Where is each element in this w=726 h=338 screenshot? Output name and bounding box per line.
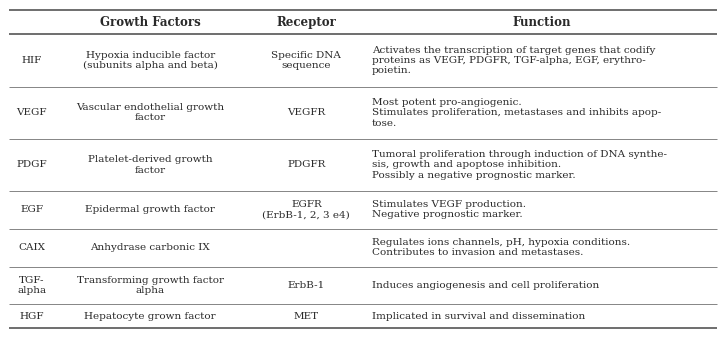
- Text: Anhydrase carbonic IX: Anhydrase carbonic IX: [91, 243, 210, 252]
- Text: Growth Factors: Growth Factors: [100, 16, 200, 29]
- Text: Vascular endothelial growth
factor: Vascular endothelial growth factor: [76, 103, 224, 122]
- Text: Induces angiogenesis and cell proliferation: Induces angiogenesis and cell proliferat…: [372, 281, 599, 290]
- Text: Activates the transcription of target genes that codify
proteins as VEGF, PDGFR,: Activates the transcription of target ge…: [372, 46, 655, 75]
- Text: Specific DNA
sequence: Specific DNA sequence: [272, 51, 341, 70]
- Text: EGFR
(ErbB-1, 2, 3 e4): EGFR (ErbB-1, 2, 3 e4): [263, 200, 350, 219]
- Text: Tumoral proliferation through induction of DNA synthe-
sis, growth and apoptose : Tumoral proliferation through induction …: [372, 150, 666, 180]
- Text: ErbB-1: ErbB-1: [287, 281, 325, 290]
- Text: HIF: HIF: [22, 56, 41, 65]
- Text: Hypoxia inducible factor
(subunits alpha and beta): Hypoxia inducible factor (subunits alpha…: [83, 51, 218, 70]
- Text: Implicated in survival and dissemination: Implicated in survival and dissemination: [372, 312, 585, 321]
- Text: TGF-
alpha: TGF- alpha: [17, 276, 46, 295]
- Text: CAIX: CAIX: [18, 243, 45, 252]
- Text: Stimulates VEGF production.
Negative prognostic marker.: Stimulates VEGF production. Negative pro…: [372, 200, 526, 219]
- Text: Platelet-derived growth
factor: Platelet-derived growth factor: [88, 155, 213, 174]
- Text: Regulates ions channels, pH, hypoxia conditions.
Contributes to invasion and met: Regulates ions channels, pH, hypoxia con…: [372, 238, 630, 257]
- Text: PDGF: PDGF: [16, 160, 47, 169]
- Text: Receptor: Receptor: [277, 16, 336, 29]
- Text: Function: Function: [512, 16, 571, 29]
- Text: EGF: EGF: [20, 205, 43, 214]
- Text: Transforming growth factor
alpha: Transforming growth factor alpha: [77, 276, 224, 295]
- Text: Epidermal growth factor: Epidermal growth factor: [86, 205, 215, 214]
- Text: HGF: HGF: [20, 312, 44, 321]
- Text: MET: MET: [294, 312, 319, 321]
- Text: Hepatocyte grown factor: Hepatocyte grown factor: [84, 312, 216, 321]
- Text: PDGFR: PDGFR: [287, 160, 325, 169]
- Text: VEGF: VEGF: [16, 108, 47, 117]
- Text: VEGFR: VEGFR: [287, 108, 325, 117]
- Text: Most potent pro-angiogenic.
Stimulates proliferation, metastases and inhibits ap: Most potent pro-angiogenic. Stimulates p…: [372, 98, 661, 127]
